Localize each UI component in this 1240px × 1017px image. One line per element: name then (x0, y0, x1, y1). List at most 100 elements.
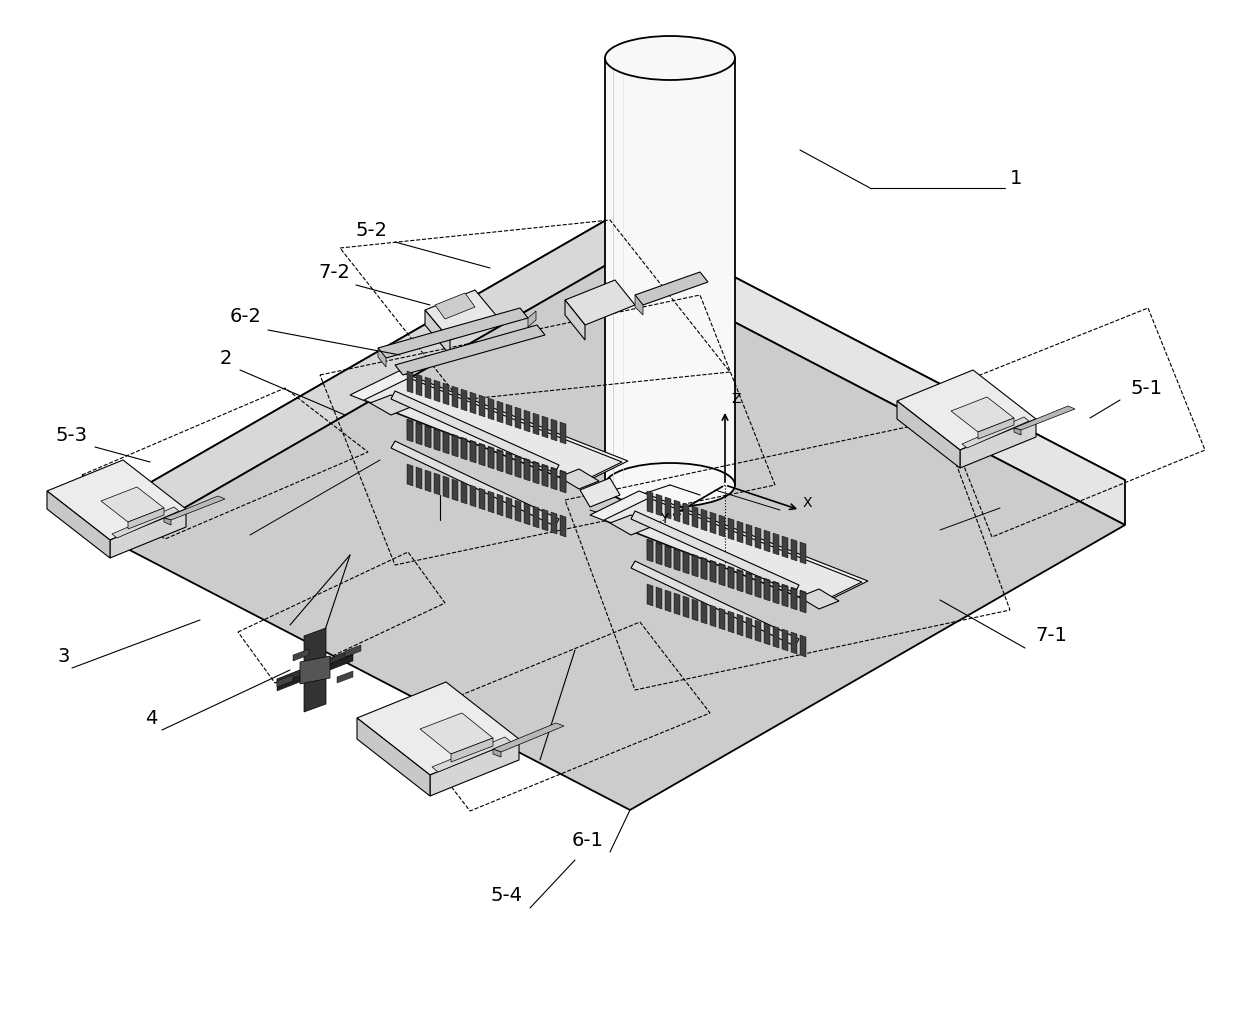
Polygon shape (1014, 428, 1021, 435)
Polygon shape (701, 557, 707, 579)
Polygon shape (100, 487, 164, 522)
Polygon shape (434, 473, 440, 495)
Polygon shape (528, 311, 536, 327)
Polygon shape (773, 533, 779, 555)
Polygon shape (425, 290, 500, 340)
Polygon shape (420, 713, 494, 754)
Polygon shape (407, 464, 413, 486)
Polygon shape (978, 418, 1014, 439)
Polygon shape (533, 413, 539, 435)
Polygon shape (378, 348, 386, 367)
Polygon shape (112, 507, 179, 538)
Polygon shape (675, 500, 680, 522)
Polygon shape (711, 561, 715, 583)
Polygon shape (551, 512, 557, 534)
Polygon shape (728, 567, 734, 589)
Polygon shape (542, 508, 548, 531)
Polygon shape (337, 671, 353, 683)
Polygon shape (610, 515, 651, 535)
Polygon shape (665, 497, 671, 519)
Polygon shape (443, 431, 449, 453)
Polygon shape (665, 590, 671, 612)
Text: Z: Z (732, 392, 740, 406)
Polygon shape (489, 491, 494, 513)
Polygon shape (430, 739, 520, 796)
Polygon shape (665, 546, 671, 569)
Polygon shape (656, 542, 662, 564)
Polygon shape (791, 588, 797, 610)
Text: 6-2: 6-2 (229, 306, 262, 325)
Polygon shape (461, 437, 467, 459)
Polygon shape (719, 608, 725, 630)
Polygon shape (489, 398, 494, 420)
Polygon shape (120, 260, 1125, 810)
Polygon shape (407, 419, 413, 441)
Polygon shape (683, 551, 689, 573)
Polygon shape (443, 432, 449, 454)
Polygon shape (590, 491, 868, 605)
Polygon shape (551, 467, 557, 489)
Polygon shape (277, 655, 353, 691)
Polygon shape (479, 444, 485, 466)
Polygon shape (370, 395, 410, 415)
Polygon shape (391, 391, 559, 473)
Polygon shape (453, 435, 458, 457)
Polygon shape (764, 578, 770, 600)
Polygon shape (701, 508, 707, 531)
Polygon shape (350, 371, 627, 485)
Polygon shape (675, 549, 680, 571)
Polygon shape (728, 566, 734, 588)
Polygon shape (560, 471, 565, 493)
Polygon shape (542, 465, 548, 487)
Polygon shape (635, 272, 708, 305)
Polygon shape (425, 377, 432, 399)
Text: 5-1: 5-1 (1130, 378, 1162, 398)
Polygon shape (719, 563, 725, 585)
Polygon shape (443, 476, 449, 498)
Polygon shape (737, 614, 743, 636)
Polygon shape (453, 434, 458, 456)
Polygon shape (470, 392, 476, 414)
Polygon shape (635, 295, 644, 315)
Polygon shape (755, 575, 761, 597)
Polygon shape (897, 401, 960, 468)
Polygon shape (746, 524, 751, 546)
Polygon shape (719, 515, 725, 537)
Polygon shape (791, 587, 797, 609)
Polygon shape (479, 488, 485, 510)
Polygon shape (542, 416, 548, 438)
Polygon shape (551, 419, 557, 441)
Polygon shape (461, 482, 467, 504)
Polygon shape (407, 371, 413, 393)
Polygon shape (711, 605, 715, 627)
Polygon shape (415, 467, 422, 489)
Polygon shape (479, 395, 485, 417)
Polygon shape (365, 378, 622, 484)
Polygon shape (656, 587, 662, 609)
Polygon shape (701, 558, 707, 580)
Polygon shape (782, 629, 787, 651)
Polygon shape (560, 422, 565, 444)
Polygon shape (470, 485, 476, 507)
Polygon shape (647, 491, 653, 513)
Polygon shape (675, 548, 680, 570)
Ellipse shape (605, 36, 735, 80)
Polygon shape (559, 469, 599, 489)
Polygon shape (656, 543, 662, 565)
Polygon shape (746, 572, 751, 594)
Polygon shape (1014, 406, 1075, 430)
Polygon shape (711, 512, 715, 534)
Polygon shape (647, 584, 653, 606)
Polygon shape (631, 561, 799, 646)
Polygon shape (497, 401, 503, 423)
Polygon shape (525, 410, 529, 432)
Polygon shape (479, 443, 485, 465)
Polygon shape (773, 626, 779, 648)
Polygon shape (711, 560, 715, 582)
Polygon shape (951, 397, 1014, 432)
Polygon shape (665, 545, 671, 567)
Polygon shape (461, 438, 467, 460)
Polygon shape (773, 581, 779, 603)
Polygon shape (897, 370, 1035, 450)
Polygon shape (782, 584, 787, 606)
